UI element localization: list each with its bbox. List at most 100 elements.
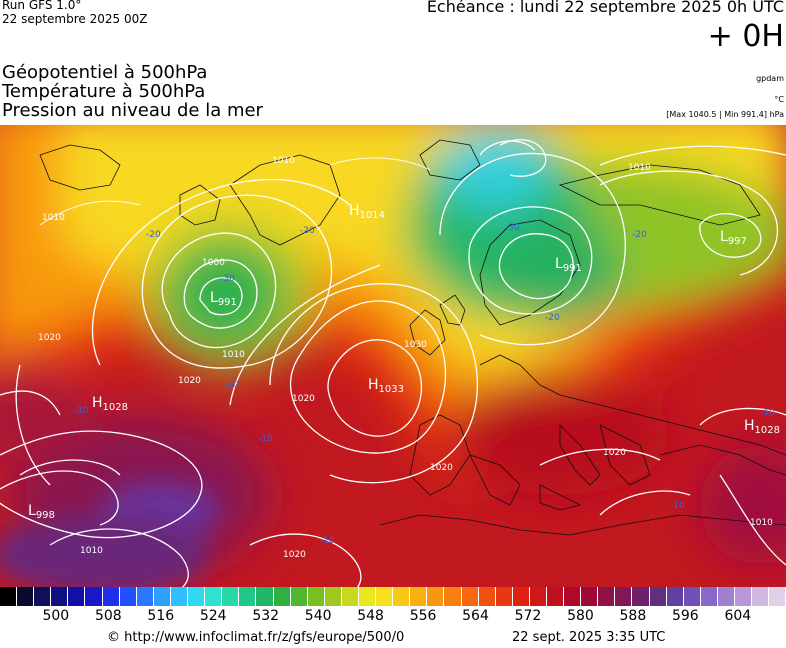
colorbar-swatch — [547, 587, 565, 606]
colorbar-tick-label: 580 — [567, 608, 594, 624]
isobar-label: 1030 — [404, 340, 427, 350]
colorbar-swatch — [290, 587, 308, 606]
forecast-horizon: + 0H — [707, 19, 784, 54]
colorbar-swatch — [341, 587, 359, 606]
generated-date: 22 sept. 2025 3:35 UTC — [512, 630, 666, 645]
colorbar-swatch — [461, 587, 479, 606]
colorbar-swatch — [188, 587, 206, 606]
colorbar-tick-label: 556 — [409, 608, 437, 624]
run-date: 22 septembre 2025 00Z — [2, 12, 148, 26]
unit-geopotential: gpdam — [756, 74, 784, 83]
isobar-label: 1010 — [80, 546, 103, 556]
colorbar-swatch — [205, 587, 223, 606]
colorbar-swatch — [700, 587, 718, 606]
colorbar-swatch — [564, 587, 582, 606]
colorbar-swatch — [444, 587, 462, 606]
isobar-label: 1010 — [750, 518, 773, 528]
temperature-label: -30 — [220, 274, 235, 284]
isobar-label: 1010 — [42, 213, 65, 223]
colorbar-swatch — [615, 587, 633, 606]
colorbar-swatch — [376, 587, 394, 606]
high-pressure-center: H1033 — [368, 377, 404, 395]
colorbar-swatch — [324, 587, 342, 606]
colorbar-tick-label: 564 — [462, 608, 489, 624]
colorbar-swatch — [85, 587, 103, 606]
isobars — [0, 139, 786, 587]
colorbar-swatch — [683, 587, 701, 606]
colorbar-swatch — [512, 587, 530, 606]
colorbar-swatch — [393, 587, 411, 606]
temperature-label: -10 — [760, 408, 775, 418]
colorbar-swatch — [581, 587, 599, 606]
isobar-label: 1020 — [292, 394, 315, 404]
isobar-label: 1020 — [430, 463, 453, 473]
colorbar-swatch — [752, 587, 770, 606]
high-pressure-center: H1014 — [349, 203, 385, 221]
isobar-label: 1020 — [178, 376, 201, 386]
colorbar-swatch — [598, 587, 616, 606]
pressure-range: [Max 1040.5 | Min 991.4] hPa — [666, 110, 784, 119]
temperature-label: -20 — [545, 313, 560, 323]
isobar-label: 1010 — [222, 350, 245, 360]
colorbar-swatch — [153, 587, 171, 606]
colorbar-swatch — [717, 587, 736, 606]
colorbar-tick-label: 540 — [304, 608, 332, 624]
title-pressure: Pression au niveau de la mer — [2, 100, 263, 121]
isobar-label: 1010 — [272, 156, 295, 166]
low-pressure-center: L991 — [555, 256, 582, 274]
temperature-label: -10 — [258, 434, 273, 444]
low-pressure-center: L997 — [720, 229, 747, 247]
colorbar-swatch — [0, 587, 18, 606]
colorbar-swatch — [170, 587, 189, 606]
isobar-label: 1010 — [628, 163, 651, 173]
colorbar-swatch — [68, 587, 86, 606]
colorbar-swatch — [119, 587, 137, 606]
colorbar-swatch — [307, 587, 325, 606]
colorbar-swatch — [427, 587, 445, 606]
temperature-label: -20 — [224, 380, 239, 390]
colorbar-swatch — [136, 587, 154, 606]
title-geopotential: Géopotentiel à 500hPa — [2, 62, 208, 83]
colorbar-tick-label: 508 — [94, 608, 122, 624]
colorbar-swatch — [239, 587, 257, 606]
colorbar-swatch — [735, 587, 753, 606]
weather-map: 1010 1010 1020 1000 1010 1030 1020 1020 … — [0, 125, 786, 587]
temperature-label: -20 — [146, 230, 161, 240]
colorbar-tick-label: 604 — [724, 608, 752, 624]
colorbar-swatch — [222, 587, 240, 606]
isobar-labels: 1010 1010 1020 1000 1010 1030 1020 1020 … — [38, 156, 773, 560]
temperature-label: -10 — [320, 536, 335, 546]
isobar-label: 1020 — [603, 448, 626, 458]
colorbar-tick-label: 500 — [42, 608, 70, 624]
high-pressure-center: H1028 — [744, 418, 780, 436]
forecast-time: Echéance : lundi 22 septembre 2025 0h UT… — [426, 0, 784, 16]
colorbar-tick-label: 516 — [147, 608, 175, 624]
isobar-label: 1000 — [202, 258, 225, 268]
colorbar-swatch — [632, 587, 650, 606]
colorbar — [0, 587, 786, 606]
temperature-labels: -20 -20 -20 -10 -10 -10 -10 -10 -20 -20 … — [74, 223, 775, 546]
colorbar-tick-label: 588 — [619, 608, 647, 624]
temperature-label: -20 — [300, 226, 315, 236]
colorbar-swatch — [666, 587, 684, 606]
colorbar-swatch — [358, 587, 377, 606]
colorbar-tick-label: 572 — [514, 608, 542, 624]
colorbar-swatch — [34, 587, 52, 606]
colorbar-swatch — [649, 587, 667, 606]
high-pressure-center: H1028 — [92, 395, 128, 413]
isobar-label: 1020 — [38, 333, 61, 343]
coastlines — [39, 139, 786, 536]
geopotential-field — [0, 125, 786, 587]
colorbar-swatch — [495, 587, 513, 606]
colorbar-swatch — [51, 587, 69, 606]
colorbar-tick-label: 524 — [199, 608, 227, 624]
title-temperature: Température à 500hPa — [2, 81, 206, 102]
isobar-label: 1020 — [283, 550, 306, 560]
temperature-label: -30 — [505, 223, 520, 233]
temperature-label: -10 — [74, 406, 89, 416]
colorbar-swatch — [273, 587, 291, 606]
colorbar-swatch — [102, 587, 120, 606]
temperature-label: -20 — [632, 230, 647, 240]
colorbar-swatch — [478, 587, 496, 606]
low-pressure-center: L998 — [28, 503, 55, 521]
